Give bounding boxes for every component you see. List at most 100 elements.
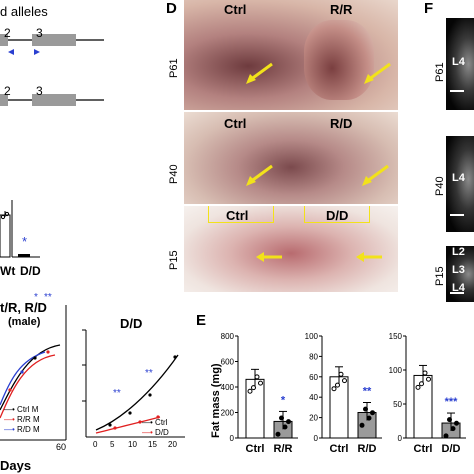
legend-right: —• Ctrl —• D/D (142, 418, 169, 438)
legend-item: —• D/D (142, 428, 169, 437)
data-point (335, 382, 340, 388)
legend-left: —• Ctrl M —• R/R M —• R/D M (4, 405, 40, 435)
genotype-label: Ctrl (224, 116, 247, 131)
x-tick: 0 (93, 440, 98, 449)
data-point (286, 419, 291, 425)
vertebra-label: L4 (452, 56, 465, 68)
data-point (366, 415, 372, 421)
significance-mark: * (281, 394, 286, 406)
data-point (247, 388, 253, 394)
legend-item: —• R/D M (4, 425, 40, 434)
data-point (443, 433, 449, 439)
data-point (279, 415, 284, 421)
genotype-label: Ctrl (226, 208, 249, 223)
y-tick-label: 20 (309, 414, 318, 423)
label-box (208, 206, 274, 223)
arrow-icon (356, 252, 382, 262)
vertebra-label: L4 (452, 282, 465, 294)
label-box (304, 206, 370, 223)
photo-p61 (184, 0, 398, 110)
significance-mark: *** (445, 396, 459, 408)
sig-mark: ** (113, 388, 121, 399)
age-label: P61 (168, 58, 180, 78)
growth-title-right: D/D (120, 316, 143, 331)
data-point (447, 417, 452, 423)
age-label: P61 (434, 62, 446, 82)
panel-letter: E (196, 312, 207, 329)
tick-label: D/D (20, 264, 41, 278)
growth-plot-right (82, 329, 185, 438)
category-label: R/D (358, 443, 377, 455)
legend-item: —• Ctrl M (4, 405, 39, 414)
xray-p61 (446, 18, 474, 110)
exon-label: 3 (36, 26, 43, 40)
genotype-label: R/R (330, 2, 353, 17)
fat-mass-charts: 0 200 400 600 800 Ctrl R/R * 0 20 40 60 80 100 Ctrl R/D… (221, 332, 466, 455)
legend-item: —• Ctrl (142, 418, 168, 427)
growth-title-left: t/R, R/D (0, 300, 47, 315)
growth-plot-left (0, 305, 67, 441)
y-tick-label: 60 (309, 373, 318, 382)
significance-mark: * (22, 234, 28, 249)
age-label: P15 (434, 266, 446, 286)
genotype-label: D/D (326, 208, 349, 223)
data-point (338, 371, 344, 377)
age-label: P40 (434, 176, 446, 196)
data-point (359, 422, 365, 428)
arrow-icon (364, 62, 391, 84)
y-tick-label: 100 (389, 366, 403, 375)
y-tick-label: 100 (305, 332, 319, 341)
arrow-icon (362, 164, 389, 186)
arrow-icon (246, 164, 273, 186)
photo-p40 (184, 112, 398, 204)
data-point (426, 376, 431, 382)
legend-item: —• R/R M (4, 415, 40, 424)
xray-p40 (446, 136, 474, 232)
data-point (258, 380, 263, 386)
sig-mark: ** (145, 368, 153, 379)
y-tick-label: 50 (393, 400, 402, 409)
scale-bar (450, 292, 464, 294)
data-point (342, 378, 347, 384)
scale-bar (450, 90, 464, 92)
schematic-title: d alleles (0, 4, 48, 19)
xray-p15 (446, 246, 474, 302)
genotype-label: R/D (330, 116, 353, 131)
age-label: P40 (168, 164, 180, 184)
data-point (251, 385, 256, 391)
panel-letter: F (424, 0, 434, 17)
sig-mark: ** (44, 292, 52, 303)
tissue-region (304, 20, 374, 100)
vertebra-label: L4 (452, 172, 465, 184)
panel-letter: D (166, 0, 177, 17)
y-tick-label: 150 (389, 332, 403, 341)
age-label: P15 (168, 250, 180, 270)
y-tick-label: 0 (230, 434, 235, 443)
category-label: D/D (442, 443, 461, 455)
data-point (419, 381, 424, 387)
x-tick: 10 (128, 440, 137, 449)
y-tick-label: 400 (221, 383, 235, 392)
genotype-label: Ctrl (224, 2, 247, 17)
category-label: Ctrl (414, 443, 433, 455)
data-point (363, 406, 368, 412)
exon-label: 2 (4, 84, 11, 98)
x-tick: 5 (110, 440, 115, 449)
data-point (331, 386, 337, 392)
y-tick-label: 600 (221, 358, 235, 367)
significance-mark: ** (363, 386, 372, 398)
x-tick: 20 (168, 440, 177, 449)
vertebra-label: L2 (452, 246, 465, 258)
exon-label: 3 (36, 84, 43, 98)
x-axis-label: Days (0, 458, 32, 473)
arrow-icon (246, 62, 273, 84)
data-point (275, 431, 281, 437)
data-point (282, 424, 288, 430)
y-tick-label: 0 (398, 434, 403, 443)
sig-mark: * (34, 292, 38, 303)
y-tick-label: 800 (221, 332, 235, 341)
y-tick-label: 0 (314, 434, 319, 443)
data-point (254, 374, 260, 380)
x-tick: 60 (56, 442, 67, 452)
growth-subtitle-left: (male) (8, 316, 41, 328)
